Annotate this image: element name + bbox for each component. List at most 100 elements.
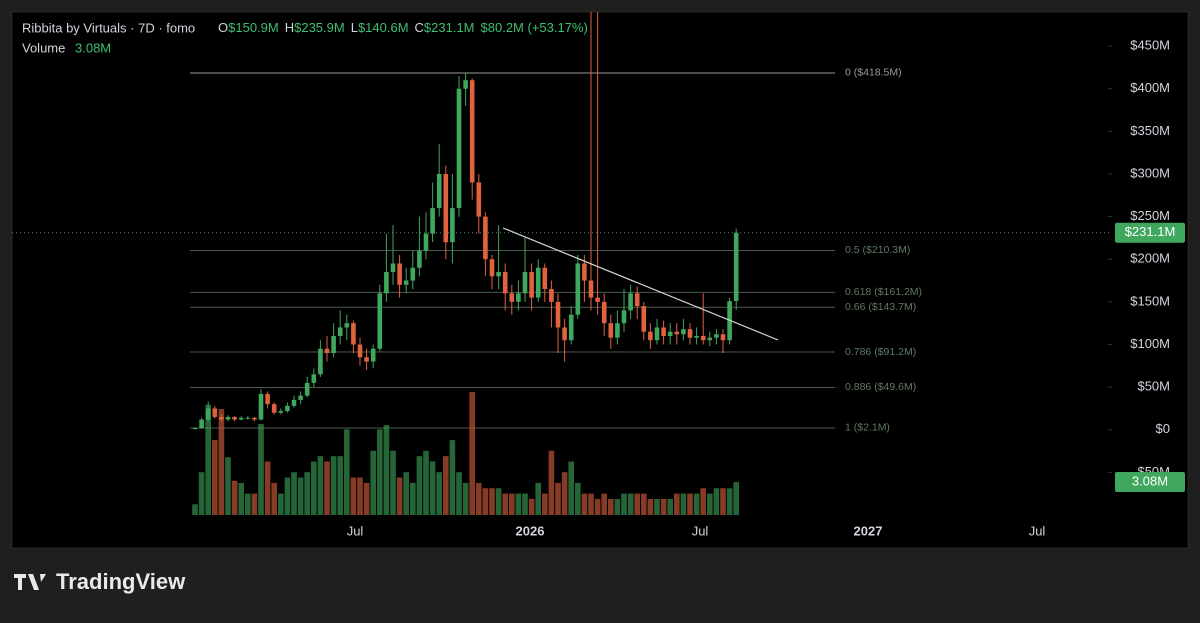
volume-bar — [621, 493, 627, 515]
chart-title: Ribbita by Virtuals · 7D · fomo — [22, 20, 195, 35]
candle-body — [410, 267, 416, 281]
volume-bar — [370, 450, 376, 515]
volume-bar — [634, 493, 640, 515]
candle-body — [496, 272, 501, 277]
y-tick-label: $450M — [1130, 38, 1170, 53]
volume-bar — [225, 457, 231, 515]
candle-body — [654, 327, 660, 341]
level-label: 0.66 ($143.7M) — [845, 301, 916, 313]
volume-bar — [449, 440, 456, 515]
volume-bar — [627, 493, 634, 515]
volume-bar — [218, 409, 225, 515]
candle-body — [634, 293, 640, 307]
candle-body — [483, 216, 488, 260]
x-tick-label: 2026 — [516, 523, 545, 538]
volume-bar — [660, 498, 667, 515]
volume-bar — [231, 480, 238, 515]
volume-bar — [258, 424, 264, 515]
x-tick-label: 2027 — [854, 523, 883, 538]
volume-bar — [192, 504, 198, 515]
x-tick-label: Jul — [1029, 523, 1046, 538]
volume-bar — [555, 482, 561, 515]
candle-body — [397, 263, 402, 285]
y-tick-label: $200M — [1130, 251, 1170, 266]
candle-body — [285, 405, 290, 411]
candle-body — [516, 293, 521, 302]
candle-body — [252, 417, 257, 420]
candle-body — [304, 382, 310, 396]
candle-body — [608, 323, 614, 338]
y-tick-label: $350M — [1130, 123, 1170, 138]
volume-bar — [693, 493, 700, 515]
candle-body — [351, 323, 356, 345]
candle-body — [318, 348, 323, 375]
candle-body — [641, 306, 647, 332]
candle-body — [681, 329, 686, 335]
candle-body — [562, 327, 567, 341]
volume-bar — [726, 488, 733, 515]
volume-bar — [528, 498, 535, 515]
candle-body — [417, 250, 422, 268]
brand-name: TradingView — [56, 569, 186, 594]
x-tick-label: Jul — [692, 523, 709, 538]
volume-bar — [522, 493, 528, 515]
candle-body — [720, 334, 726, 341]
candle-body — [278, 410, 284, 413]
candle-body — [463, 80, 468, 89]
brand-logo — [14, 574, 46, 590]
volume-bar — [205, 404, 211, 515]
volume-legend-value: 3.08M — [75, 40, 111, 55]
candle-body — [601, 301, 607, 324]
candle-body — [212, 408, 218, 417]
candle-body — [469, 80, 475, 183]
volume-bar — [601, 493, 607, 515]
chart-panel — [11, 11, 1189, 549]
candle-body — [628, 293, 633, 311]
volume-bar — [238, 482, 244, 515]
candle-body — [199, 419, 204, 429]
candle-body — [707, 337, 713, 341]
volume-bar — [502, 493, 508, 515]
volume-bar — [363, 482, 370, 515]
candle-body — [377, 293, 383, 349]
candle-body — [522, 272, 528, 294]
volume-bar — [396, 477, 403, 515]
volume-bar — [733, 482, 739, 515]
candle-body — [694, 335, 699, 338]
candle-body — [205, 408, 211, 420]
ohlc-key: O — [218, 20, 228, 35]
volume-bar — [390, 450, 396, 515]
candle-body — [687, 329, 693, 338]
ohlc-value: $235.9M — [294, 20, 345, 35]
ohlc-value: $231.1M — [424, 20, 475, 35]
candle-body — [258, 393, 264, 420]
candle-body — [588, 280, 594, 298]
volume-bar — [357, 477, 363, 515]
y-tick-label: $150M — [1130, 293, 1170, 308]
volume-bar — [317, 456, 324, 515]
volume-bar — [344, 429, 350, 515]
volume-bar — [291, 472, 297, 515]
volume-bar — [324, 461, 330, 515]
candle-body — [331, 335, 336, 354]
volume-bar — [271, 482, 277, 515]
volume-bar — [416, 456, 423, 515]
volume-bar — [568, 461, 574, 515]
candle-body — [535, 267, 541, 298]
volume-bar — [476, 482, 482, 515]
candle-body — [595, 297, 600, 302]
trend-line[interactable] — [502, 227, 779, 341]
ohlc-value: $140.6M — [358, 20, 409, 35]
candle-body — [615, 323, 620, 338]
volume-bar — [713, 488, 720, 515]
volume-bar — [278, 493, 284, 515]
volume-bar — [641, 493, 647, 515]
candle-body — [245, 417, 251, 419]
volume-bar — [495, 488, 502, 515]
candle-body — [733, 232, 739, 302]
candle-body — [430, 208, 435, 234]
level-label: 0 ($418.5M) — [845, 67, 902, 79]
volume-bar — [350, 477, 357, 515]
candle-body — [621, 310, 627, 324]
